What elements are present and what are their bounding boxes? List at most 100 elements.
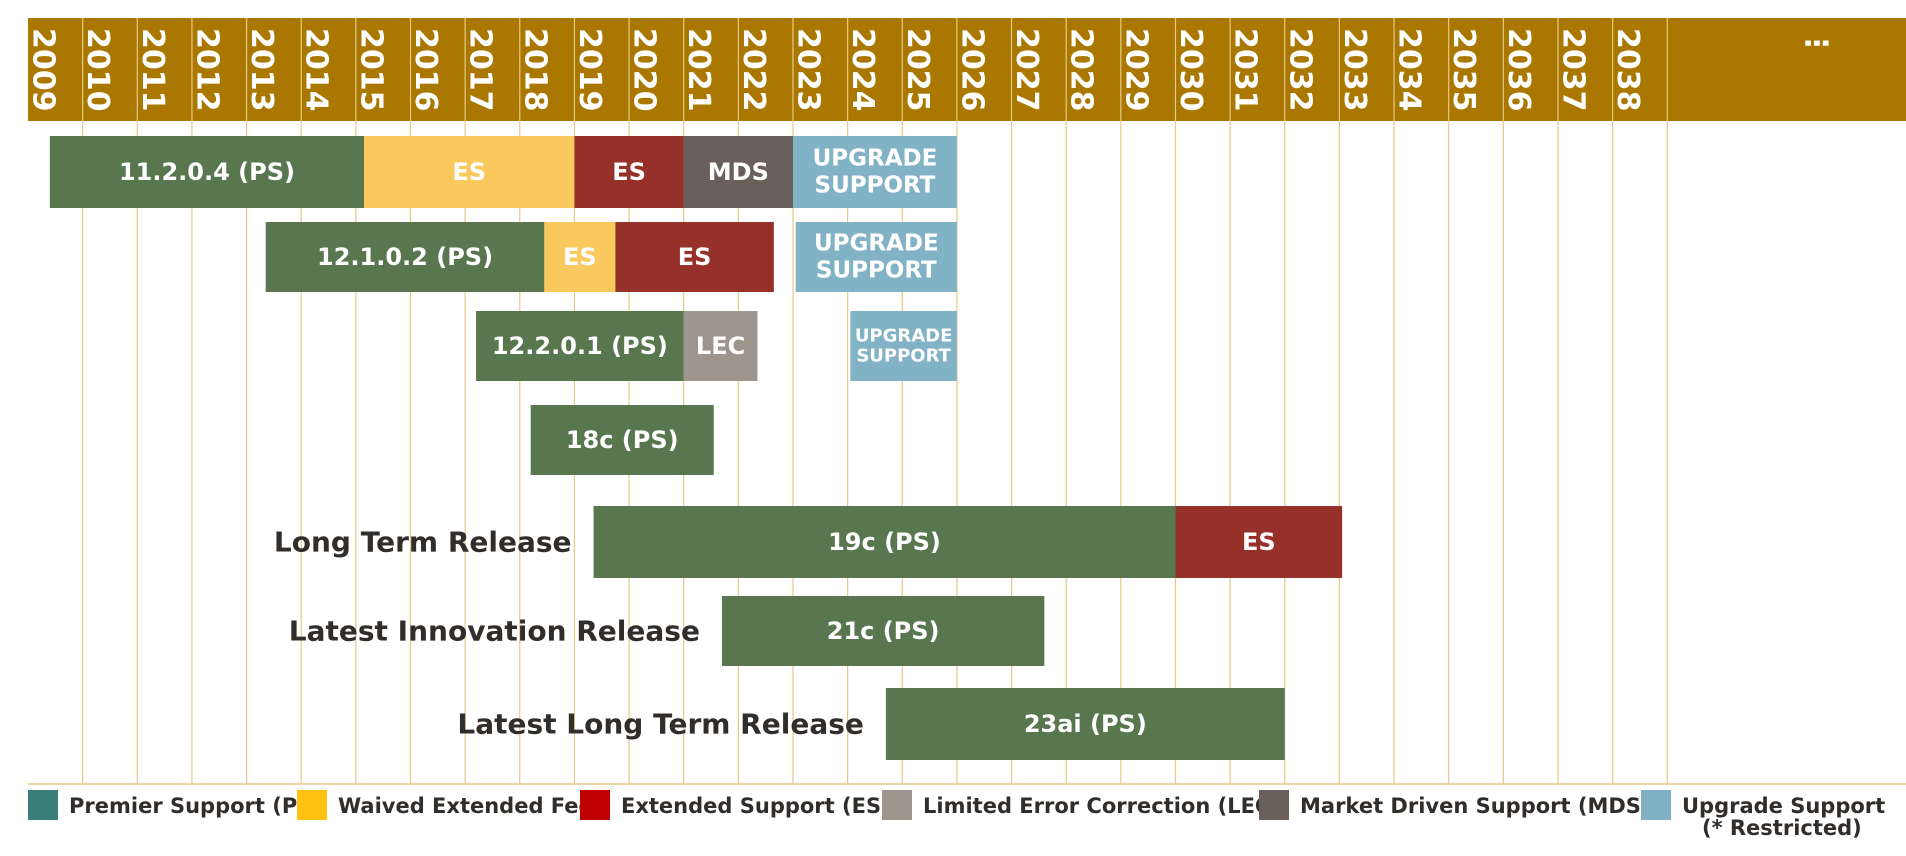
bar-rect bbox=[795, 222, 957, 292]
tick-label-2019: 2019 bbox=[572, 28, 607, 112]
tick-label-2016: 2016 bbox=[408, 28, 443, 112]
legend-item-2: Extended Support (ES) bbox=[580, 790, 891, 820]
bar-rect bbox=[792, 136, 957, 208]
tick-label-2026: 2026 bbox=[954, 28, 989, 112]
gridlines bbox=[82, 18, 1668, 784]
year-ticks: 2009 2010 2011 2012 2013 2014 2015 2016 2017 2018… bbox=[26, 28, 1834, 112]
bar-label: LEC bbox=[696, 332, 745, 360]
tick-label-group: ⋮ bbox=[1799, 28, 1834, 58]
tick-label-2020: 2020 bbox=[627, 28, 662, 112]
tick-label-2031: 2031 bbox=[1228, 28, 1263, 112]
tick-label-2027: 2027 bbox=[1009, 28, 1044, 112]
tick-label-2017: 2017 bbox=[463, 28, 498, 112]
header-band bbox=[28, 18, 1906, 121]
bar-rect bbox=[683, 311, 758, 381]
tick-label-2035: 2035 bbox=[1446, 28, 1481, 112]
tick-label-2034: 2034 bbox=[1392, 28, 1427, 112]
tick-label-group: 2009 bbox=[26, 28, 61, 112]
tick-label-group: 2025 bbox=[900, 28, 935, 112]
tick-label-group: 2014 bbox=[299, 28, 334, 112]
tick-label-group: 2028 bbox=[1064, 28, 1099, 112]
tick-label-2038: 2038 bbox=[1610, 28, 1645, 112]
bar-ps-row4: 19c (PS) bbox=[593, 506, 1176, 578]
bar-label: MDS bbox=[708, 158, 769, 186]
tick-label-2032: 2032 bbox=[1282, 28, 1317, 112]
row-labels: Long Term Release Latest Innovation Relea… bbox=[274, 526, 864, 741]
bar-label: UPGRADE bbox=[855, 326, 953, 347]
legend-label: Market Driven Support (MDS) bbox=[1300, 794, 1651, 818]
bar-label: UPGRADE bbox=[813, 146, 938, 172]
tick-label-2036: 2036 bbox=[1501, 28, 1536, 112]
bar-label: ES bbox=[563, 243, 597, 271]
legend-item-1: Waived Extended Fee bbox=[297, 790, 593, 820]
bar-rect bbox=[49, 136, 365, 208]
tick-label-group: 2010 bbox=[80, 28, 115, 112]
row-label-5: Latest Innovation Release bbox=[289, 615, 700, 648]
tick-label-group: 2020 bbox=[627, 28, 662, 112]
bar-label: 21c (PS) bbox=[827, 617, 940, 645]
bar-rect bbox=[593, 506, 1176, 578]
legend-label: Limited Error Correction (LEC) bbox=[923, 794, 1280, 818]
bar-rect bbox=[364, 136, 575, 208]
tick-label-2023: 2023 bbox=[790, 28, 825, 112]
bar-label: ES bbox=[678, 243, 712, 271]
tick-label-group: 2016 bbox=[408, 28, 443, 112]
tick-label-2024: 2024 bbox=[845, 28, 880, 112]
legend-item-0: Premier Support (PS) bbox=[28, 790, 322, 820]
bar-rect bbox=[850, 311, 957, 381]
tick-label-group: 2023 bbox=[790, 28, 825, 112]
bar-es-row4: ES bbox=[1175, 506, 1343, 578]
tick-label-group: 2011 bbox=[135, 28, 170, 112]
tick-label-group: 2019 bbox=[572, 28, 607, 112]
tick-label-group: 2036 bbox=[1501, 28, 1536, 112]
tick-label-2009: 2009 bbox=[26, 28, 61, 112]
bar-label: ES bbox=[1242, 528, 1276, 556]
bar-wef-row0: ES bbox=[364, 136, 575, 208]
tick-label-2013: 2013 bbox=[244, 28, 279, 112]
tick-label-group: 2026 bbox=[954, 28, 989, 112]
bar-label: SUPPORT bbox=[815, 173, 936, 199]
tick-label-more: ⋮ bbox=[1799, 28, 1834, 58]
bar-label: 18c (PS) bbox=[566, 426, 679, 454]
bar-ps-row0: 11.2.0.4 (PS) bbox=[49, 136, 365, 208]
legend-label: Extended Support (ES) bbox=[621, 794, 891, 818]
legend-swatch bbox=[882, 790, 912, 820]
tick-label-group: 2022 bbox=[736, 28, 771, 112]
bar-ps-row1: 12.1.0.2 (PS) bbox=[265, 222, 545, 292]
tick-label-2018: 2018 bbox=[517, 28, 552, 112]
legend-item-5: Upgrade Support(* Restricted) bbox=[1641, 790, 1885, 840]
bar-label: 12.2.0.1 (PS) bbox=[492, 332, 668, 360]
tick-label-group: 2029 bbox=[1118, 28, 1153, 112]
bar-rect bbox=[544, 222, 616, 292]
row-label-4: Long Term Release bbox=[274, 526, 572, 559]
tick-label-2037: 2037 bbox=[1555, 28, 1590, 112]
tick-label-group: 2035 bbox=[1446, 28, 1481, 112]
tick-label-2015: 2015 bbox=[353, 28, 388, 112]
bar-rect bbox=[615, 222, 774, 292]
tick-label-2029: 2029 bbox=[1118, 28, 1153, 112]
tick-label-group: 2031 bbox=[1228, 28, 1263, 112]
bar-lec-row2: LEC bbox=[683, 311, 758, 381]
tick-label-group: 2021 bbox=[681, 28, 716, 112]
bar-rect bbox=[683, 136, 793, 208]
tick-label-group: 2027 bbox=[1009, 28, 1044, 112]
legend-swatch bbox=[28, 790, 58, 820]
bar-rect bbox=[476, 311, 684, 381]
tick-label-2011: 2011 bbox=[135, 28, 170, 112]
tick-label-group: 2013 bbox=[244, 28, 279, 112]
tick-label-2030: 2030 bbox=[1173, 28, 1208, 112]
tick-label-2012: 2012 bbox=[189, 28, 224, 112]
tick-label-2033: 2033 bbox=[1337, 28, 1372, 112]
tick-label-group: 2015 bbox=[353, 28, 388, 112]
tick-label-group: 2032 bbox=[1282, 28, 1317, 112]
tick-label-group: 2017 bbox=[463, 28, 498, 112]
legend: Premier Support (PS) Waived Extended Fee E… bbox=[28, 790, 1885, 840]
tick-label-group: 2038 bbox=[1610, 28, 1645, 112]
bar-es-row1: ES bbox=[615, 222, 774, 292]
bar-label: SUPPORT bbox=[816, 258, 937, 284]
legend-label: Upgrade Support bbox=[1682, 794, 1885, 818]
